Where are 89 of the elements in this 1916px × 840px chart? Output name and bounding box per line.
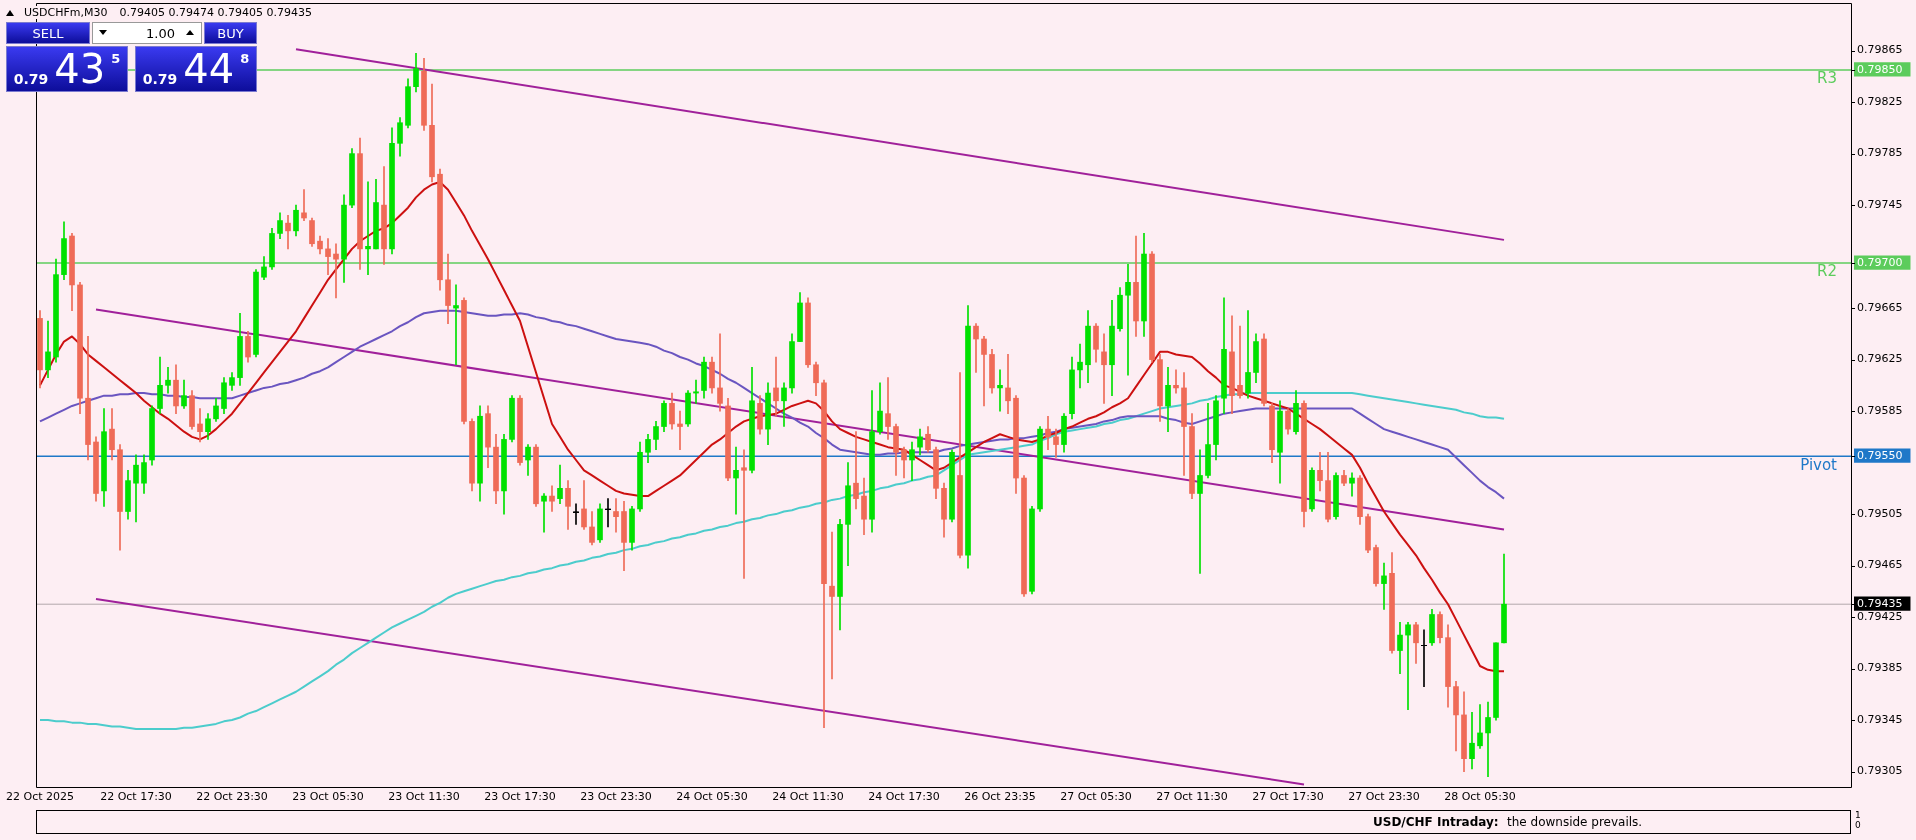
candlestick bbox=[1125, 264, 1131, 376]
candlestick bbox=[1045, 415, 1051, 451]
x-tick-label: 23 Oct 05:30 bbox=[292, 790, 364, 804]
sell-button[interactable]: SELL bbox=[6, 22, 90, 44]
y-tick-label: 0.79465 bbox=[1857, 558, 1903, 572]
candlestick bbox=[285, 215, 291, 250]
candlestick bbox=[741, 449, 747, 579]
candlestick bbox=[605, 498, 611, 528]
y-tick-label: 0.79850 bbox=[1857, 62, 1903, 76]
x-tick-label: 26 Oct 23:35 bbox=[964, 790, 1036, 804]
candlestick bbox=[549, 485, 555, 512]
candlestick bbox=[1421, 629, 1427, 687]
candlestick bbox=[365, 181, 371, 275]
candlestick bbox=[1077, 343, 1083, 389]
x-tick-label: 23 Oct 23:30 bbox=[580, 790, 652, 804]
candlestick bbox=[829, 531, 835, 680]
candlestick bbox=[1485, 701, 1491, 778]
x-tick-label: 22 Oct 17:30 bbox=[100, 790, 172, 804]
annotation: 0.79 bbox=[142, 71, 178, 87]
y-tick-label: 0.79865 bbox=[1857, 43, 1903, 57]
ref-line-label: R3 bbox=[1817, 69, 1837, 88]
y-tick-label: 0.79785 bbox=[1857, 146, 1903, 160]
ref-line-label: R2 bbox=[1817, 262, 1837, 281]
candlestick bbox=[1245, 310, 1251, 399]
y-tick-label: 0.79825 bbox=[1857, 94, 1903, 108]
x-tick-label: 24 Oct 11:30 bbox=[772, 790, 844, 804]
candlestick bbox=[1005, 354, 1011, 414]
candlestick bbox=[1405, 621, 1411, 711]
candlestick bbox=[301, 189, 307, 221]
candlestick bbox=[333, 243, 339, 299]
candlestick bbox=[1101, 333, 1107, 404]
y-tick-label: 0.79305 bbox=[1857, 764, 1903, 778]
x-tick-label: 22 Oct 2025 bbox=[5, 790, 75, 804]
annotation: 43 bbox=[54, 46, 106, 92]
candlestick bbox=[885, 377, 891, 440]
y-tick-label: 0.79550 bbox=[1857, 449, 1903, 463]
annotation: 8 bbox=[240, 51, 250, 66]
candlestick bbox=[573, 503, 579, 525]
candlestick bbox=[165, 366, 171, 394]
y-tick-label: 0.79745 bbox=[1857, 197, 1903, 211]
candlestick bbox=[613, 498, 619, 533]
x-tick-label: 27 Oct 17:30 bbox=[1252, 790, 1324, 804]
chart-title: USDCHFm,M30 bbox=[22, 6, 110, 19]
annotation: 5 bbox=[111, 51, 121, 66]
x-tick-label: 27 Oct 05:30 bbox=[1060, 790, 1132, 804]
candlestick bbox=[693, 379, 699, 404]
candlestick bbox=[325, 238, 331, 275]
y-tick-label: 0.79435 bbox=[1857, 597, 1903, 611]
candlestick bbox=[541, 493, 547, 533]
x-tick-label: 28 Oct 05:30 bbox=[1444, 790, 1516, 804]
buy-button[interactable]: BUY bbox=[204, 22, 257, 44]
y-tick-label: 0.79625 bbox=[1857, 352, 1903, 366]
candlestick bbox=[197, 408, 203, 443]
x-tick-label: 27 Oct 23:30 bbox=[1348, 790, 1420, 804]
annotation: 44 bbox=[183, 46, 235, 92]
candlestick bbox=[973, 323, 979, 373]
candlestick bbox=[1381, 562, 1387, 610]
candlestick bbox=[717, 333, 723, 412]
y-tick-label: 0.79505 bbox=[1857, 506, 1903, 520]
text: 0 bbox=[1855, 820, 1861, 830]
candlestick bbox=[1173, 369, 1179, 394]
y-tick-label: 0.79425 bbox=[1857, 609, 1903, 623]
candlestick bbox=[997, 369, 1003, 412]
y-tick-label: 0.79585 bbox=[1857, 403, 1903, 417]
ref-line-label: Pivot bbox=[1800, 455, 1838, 474]
chart-subtitle: 0.79405 0.79474 0.79405 0.79435 bbox=[117, 6, 314, 19]
x-tick-label: 23 Oct 17:30 bbox=[484, 790, 556, 804]
candlestick bbox=[677, 410, 683, 451]
x-tick-label: 24 Oct 05:30 bbox=[676, 790, 748, 804]
y-tick-label: 0.79385 bbox=[1857, 661, 1903, 675]
x-tick-label: 23 Oct 11:30 bbox=[388, 790, 460, 804]
candlestick bbox=[1197, 449, 1203, 574]
candlestick bbox=[981, 336, 987, 407]
candlestick bbox=[453, 284, 459, 366]
candlestick bbox=[773, 356, 779, 417]
x-tick-label: 22 Oct 23:30 bbox=[196, 790, 268, 804]
x-tick-label: 24 Oct 17:30 bbox=[868, 790, 940, 804]
y-tick-label: 0.79665 bbox=[1857, 300, 1903, 314]
x-tick-label: 27 Oct 11:30 bbox=[1156, 790, 1228, 804]
candlestick bbox=[1237, 325, 1243, 399]
y-tick-label: 0.79700 bbox=[1857, 255, 1903, 269]
text: 1 bbox=[1855, 810, 1861, 820]
volume-field[interactable]: 1.00 bbox=[92, 22, 202, 44]
y-tick-label: 0.79345 bbox=[1857, 712, 1903, 726]
candlestick bbox=[733, 446, 739, 515]
candlestick bbox=[853, 431, 859, 510]
text: USD/CHF Intraday: bbox=[1373, 815, 1499, 829]
annotation: 0.79 bbox=[13, 71, 49, 87]
text: the downside prevails. bbox=[1507, 815, 1643, 829]
